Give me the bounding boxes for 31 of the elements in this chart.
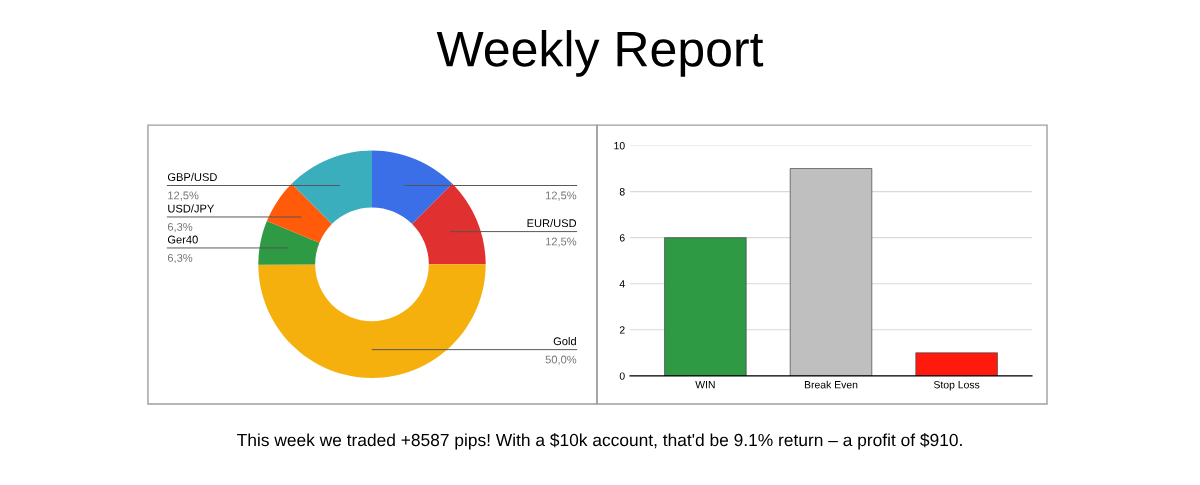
donut-slice <box>412 183 486 265</box>
y-tick-label: 8 <box>619 188 625 196</box>
data-label: 6,3% <box>167 222 193 233</box>
slice-label: Ger40 <box>167 235 198 244</box>
y-tick-label: 4 <box>619 280 625 288</box>
slice-label: EUR/USD <box>527 218 577 228</box>
donut-slice <box>266 183 332 243</box>
bar <box>789 168 873 376</box>
donut-slice <box>258 221 320 265</box>
text: This week we traded +8587 pips! With a $10k account, that'd be 9.1% return – a profit of $910. <box>237 433 962 450</box>
data-label: 6,3% <box>167 253 193 264</box>
data-label: 12,5% <box>168 191 199 201</box>
chart-title: Weekly Report <box>436 30 764 77</box>
donut-slice <box>291 150 372 225</box>
donut-slice <box>258 264 486 379</box>
data-label: 50,0% <box>545 355 577 365</box>
y-tick-label: 0 <box>619 372 625 380</box>
y-tick-label: 2 <box>619 326 625 334</box>
y-tick-label: 10 <box>614 142 625 150</box>
x-tick-label: Stop Loss <box>933 381 980 391</box>
x-tick-label: Break Even <box>804 380 858 389</box>
data-label: 12,5% <box>545 237 577 247</box>
donut-slice <box>372 150 453 225</box>
slice-label: USD/JPY <box>168 204 215 213</box>
x-tick-label: WIN <box>695 381 715 389</box>
data-label: 12,5% <box>545 191 577 201</box>
bar <box>664 237 747 376</box>
slice-label: Gold <box>553 337 576 346</box>
y-tick-label: 6 <box>619 234 625 242</box>
bar <box>915 352 998 376</box>
slice-label: GBP/USD <box>167 172 217 182</box>
